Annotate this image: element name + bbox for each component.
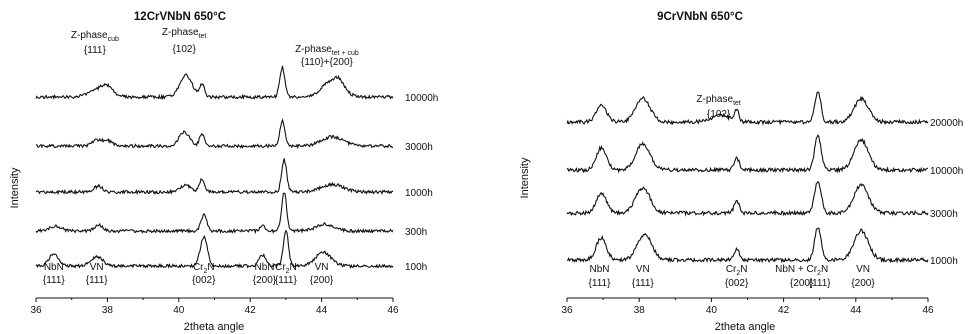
phase-annotations: Z-phasecub {111} Z-phasetet {102} Z-phasetet… [43, 27, 359, 286]
peak-label: VN [856, 264, 870, 275]
annotation-hkl: {102} [707, 109, 731, 120]
x-tick-label: 36 [30, 305, 42, 316]
phase-annotations: Z-phasetet {102} NbN {111} VN {111} Cr2N{002} N… [589, 94, 876, 289]
series-line-1000h [566, 227, 929, 264]
series-label: 20000h [930, 118, 963, 129]
peak-hkl: {111} [86, 275, 109, 286]
x-tick-label: 46 [387, 305, 399, 316]
peak-label: NbN + Cr2N [775, 264, 828, 277]
x-tick-label: 46 [922, 305, 934, 316]
x-tick-label: 40 [173, 305, 185, 316]
y-axis-label: Intensity [9, 167, 21, 208]
series-label: 1000h [930, 256, 958, 267]
x-tick-label: 42 [245, 305, 257, 316]
peak-hkl: {200} [253, 275, 277, 286]
series-label: 3000h [930, 209, 958, 220]
peak-hkl: {111} [632, 278, 655, 289]
chart-panel-9crvnbn: 9CrVNbN 650°C Intensity 2theta angle 36 3… [519, 11, 963, 333]
peak-hkl: {002} [725, 278, 749, 289]
series-line-3000h [566, 181, 929, 217]
series-lines [566, 91, 929, 264]
series-line-20000h [566, 91, 929, 126]
annotation-hkl: {110}+{200} [301, 57, 353, 68]
peak-label: VN [636, 264, 650, 275]
peak-label: VN [90, 262, 104, 273]
x-axis-label: 2theta angle [715, 321, 776, 333]
series-label: 10000h [930, 166, 963, 177]
peak-hkl: {002} [192, 275, 216, 286]
chart-title: 9CrVNbN 650°C [657, 11, 743, 23]
annotation-label: Z-phasetet [696, 94, 741, 107]
series-label: 300h [405, 227, 427, 238]
x-tick-label: 44 [850, 305, 862, 316]
y-axis-label: Intensity [519, 157, 531, 198]
series-labels: 20000h 10000h 3000h 1000h [930, 118, 963, 267]
x-tick-label: 40 [706, 305, 718, 316]
peak-hkl: {111} [43, 275, 66, 286]
x-tick-label: 42 [778, 305, 790, 316]
series-line-10000h [35, 65, 394, 101]
x-tick-label: 38 [634, 305, 646, 316]
annotation-label: Z-phasetet + cub [295, 44, 359, 57]
series-line-10000h [566, 134, 929, 174]
peak-hkl: {200} [851, 278, 875, 289]
series-line-300h [35, 192, 394, 235]
x-axis-ticks: 36 38 40 42 44 46 [561, 298, 934, 316]
annotation-hkl: {111} [84, 45, 107, 56]
peak-hkl: {200} [790, 278, 814, 289]
peak-label: Cr2N [193, 262, 215, 275]
peak-hkl: {111} [809, 278, 832, 289]
series-label: 100h [405, 262, 427, 273]
annotation-label: Z-phasetet [162, 27, 207, 40]
series-label: 3000h [405, 142, 433, 153]
peak-label: Cr2N [275, 262, 297, 275]
peak-label: Cr2N [726, 264, 748, 277]
x-tick-label: 36 [561, 305, 573, 316]
series-label: 10000h [405, 93, 438, 104]
peak-hkl: {111} [589, 278, 612, 289]
series-lines [35, 65, 394, 269]
peak-hkl: {111} [275, 275, 298, 286]
peak-hkl: {200} [310, 275, 334, 286]
chart-title: 12CrVNbN 650°C [134, 11, 226, 23]
peak-label: NbN [589, 264, 609, 275]
series-label: 1000h [405, 188, 433, 199]
x-tick-label: 44 [316, 305, 328, 316]
x-axis-ticks: 36 38 40 42 44 46 [30, 298, 399, 316]
annotation-label: Z-phasecub [71, 30, 119, 43]
x-axis-label: 2theta angle [184, 321, 245, 333]
peak-label: NbN [254, 262, 274, 273]
chart-panel-12crvnbn: 12CrVNbN 650°C Intensity 2theta angle 36… [9, 11, 438, 333]
peak-label: NbN [44, 262, 64, 273]
series-labels: 10000h 3000h 1000h 300h 100h [405, 93, 438, 273]
series-line-3000h [35, 118, 394, 150]
x-tick-label: 38 [102, 305, 114, 316]
annotation-hkl: {102} [172, 44, 196, 55]
series-line-1000h [35, 158, 394, 196]
series-line-100h [35, 229, 394, 269]
peak-label: VN [315, 262, 329, 273]
